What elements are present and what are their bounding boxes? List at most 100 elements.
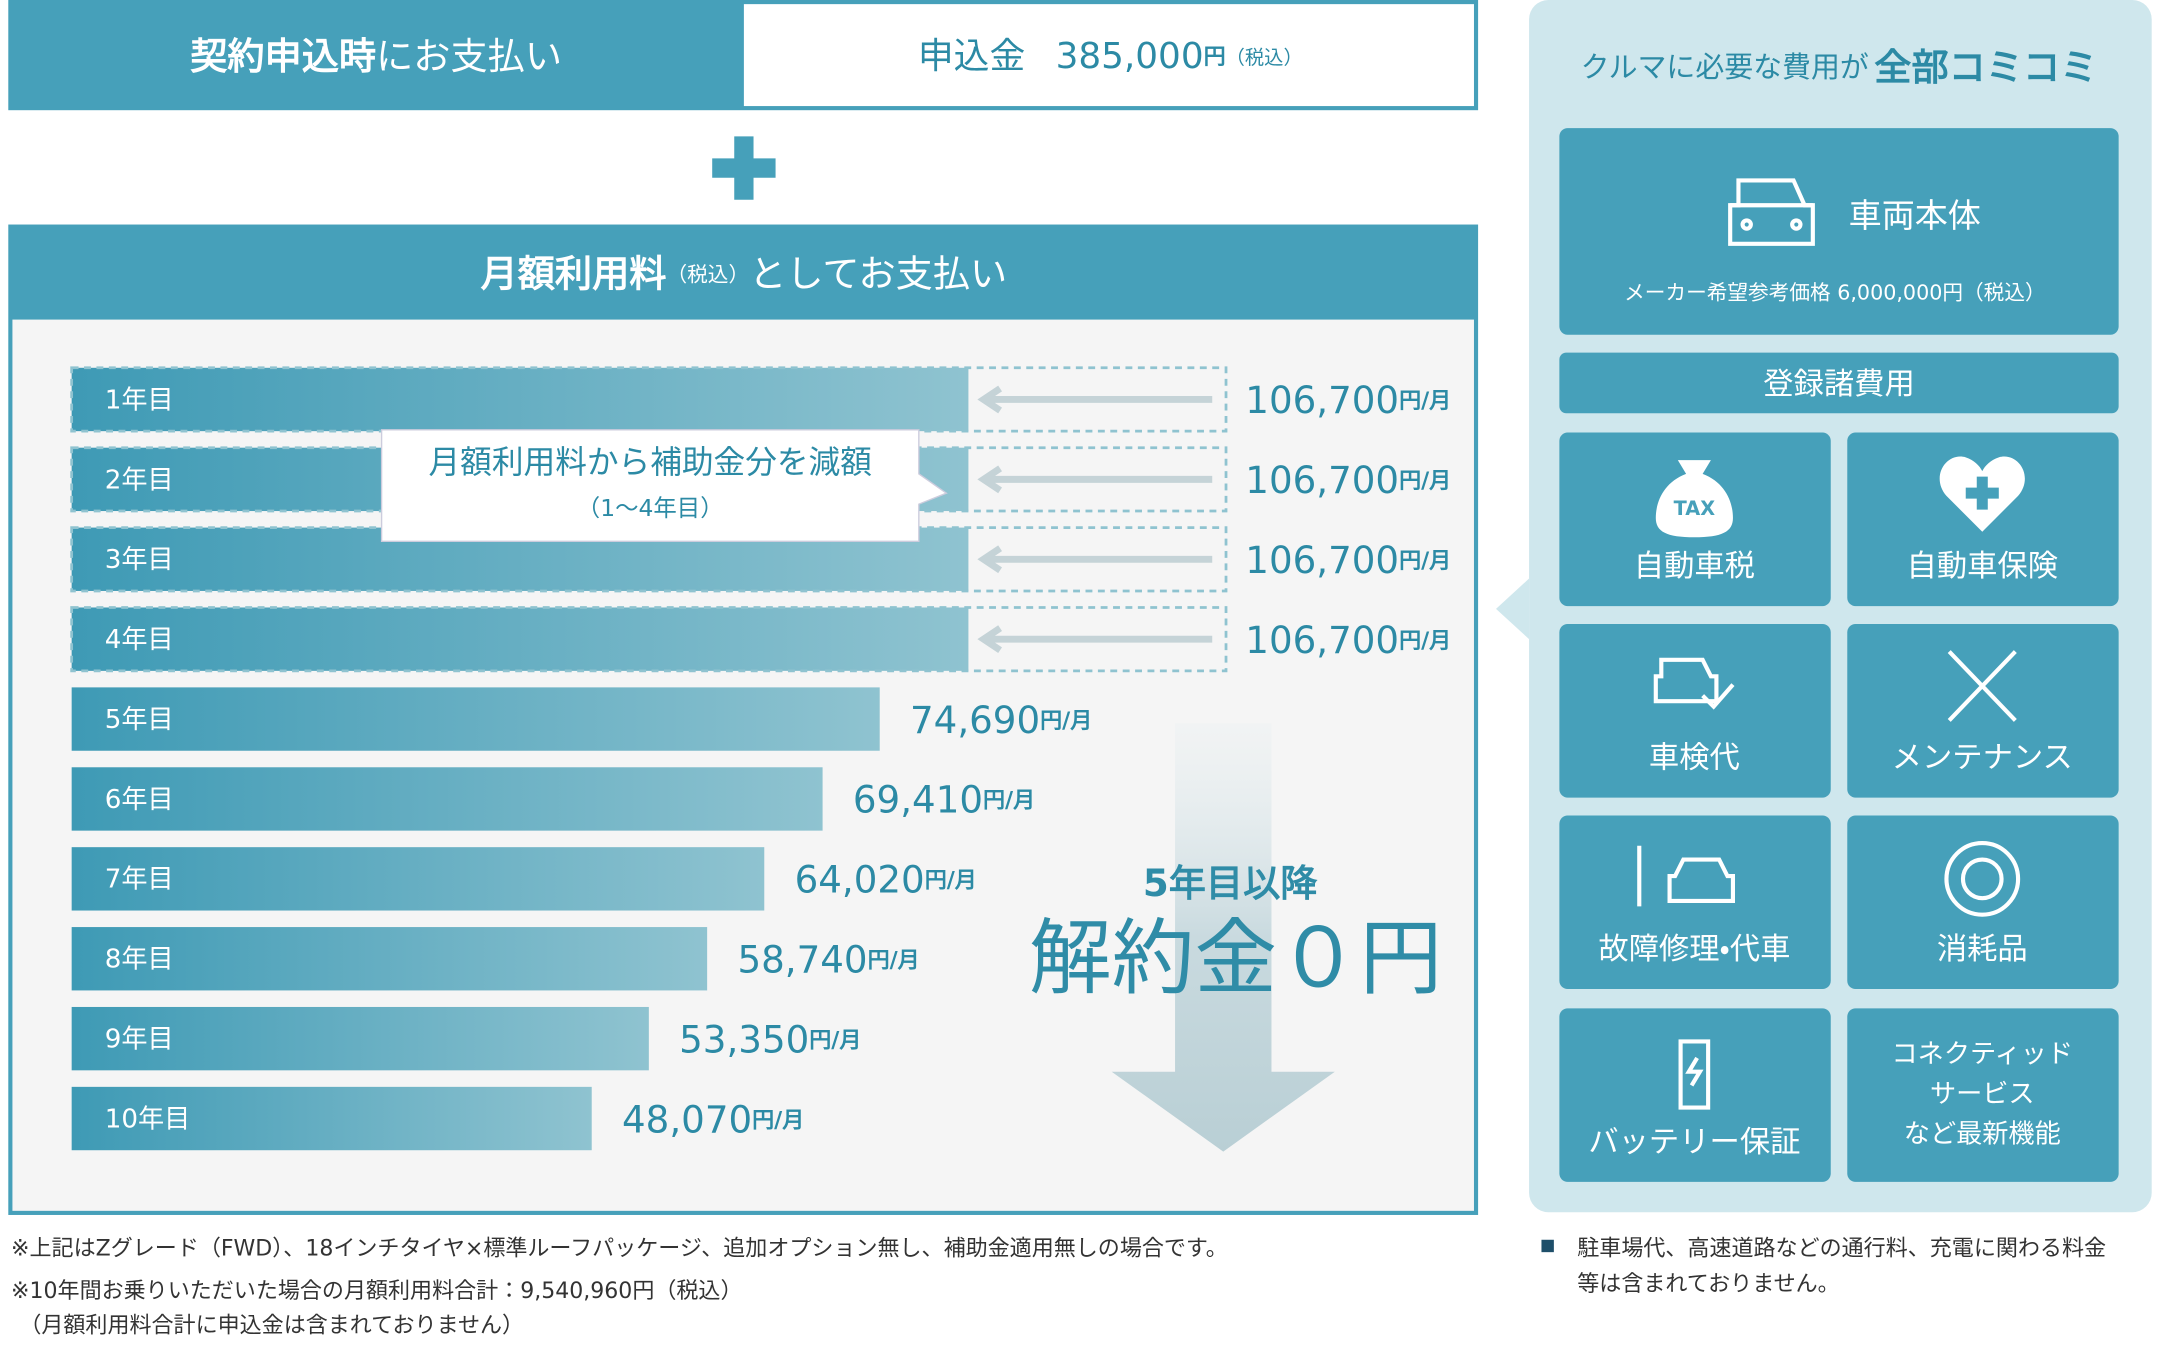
right-note: 駐車場代、高速道路などの通行料、充電に関わる料金: [1577, 1236, 2106, 1261]
icon: [1960, 857, 2004, 901]
category-label: 8年目: [105, 945, 174, 975]
card-label: バッテリー保証: [1588, 1125, 1800, 1160]
category-label: 1年目: [105, 385, 174, 415]
category-label: 6年目: [105, 785, 174, 815]
category-label: 7年目: [105, 865, 174, 895]
card-label: 故障修理・代車: [1598, 932, 1790, 967]
note: ※上記はZグレード（FWD）、18インチタイヤ×標準ルーフパッケージ、追加オプシ…: [11, 1236, 1228, 1261]
arrow: [977, 545, 1213, 574]
fee: 申込金 385,000円（税込）: [918, 36, 1303, 77]
value-label-group: 106,700円/月: [1245, 458, 1451, 502]
value-label-group: 106,700円/月: [1245, 617, 1451, 661]
value-label: 106,700: [1245, 458, 1399, 502]
icon: [1685, 1056, 1704, 1087]
value-label-group: 69,410円/月: [853, 777, 1035, 821]
vehicle-label: 車両本体: [1849, 196, 1981, 235]
icon: [1655, 460, 1733, 538]
card: [1559, 624, 1831, 798]
right-note: 等は含まれておりません。: [1577, 1272, 1839, 1297]
card-label: 自動車保険: [1907, 549, 2058, 584]
icon-text: TAX: [1674, 497, 1716, 520]
category-label: 2年目: [105, 465, 174, 495]
fee-tax: （税込）: [1226, 45, 1303, 68]
value-label: 106,700: [1245, 617, 1399, 661]
value-label-group: 74,690円/月: [910, 697, 1092, 741]
value-label-group: 106,700円/月: [1245, 538, 1451, 582]
card-label: メンテナンス: [1892, 741, 2073, 776]
bar: [71, 847, 765, 911]
upfront-bold: 契約申込時: [190, 33, 376, 77]
card: [1559, 1008, 1831, 1182]
note: ※10年間お乗りいただいた場合の月額利用料合計：9,540,960円（税込）: [11, 1279, 742, 1304]
value-label-group: 48,070円/月: [622, 1097, 804, 1141]
bar: [70, 366, 1228, 433]
card-label: など最新機能: [1904, 1120, 2061, 1150]
value-label-group: 106,700円/月: [1245, 378, 1451, 422]
annotation-large: 解約金０円: [1029, 911, 1442, 1007]
card-label: サービス: [1930, 1080, 2035, 1110]
category-label: 3年目: [105, 545, 174, 575]
icon: [1947, 650, 2017, 722]
category-label: 5年目: [105, 705, 174, 735]
unit-label: 円/月: [809, 1028, 861, 1053]
card-label: 車検代: [1649, 741, 1740, 776]
category-label: 4年目: [105, 625, 174, 655]
value-label-group: 53,350円/月: [679, 1017, 861, 1061]
unit-label: 円/月: [1399, 629, 1451, 654]
arrow: [977, 385, 1213, 414]
card-label: 自動車税: [1634, 549, 1755, 584]
bar: [71, 1086, 592, 1151]
included-title: クルマに必要な費用が 全部コミコミ: [1581, 44, 2098, 88]
fee-unit: 円: [1204, 45, 1226, 70]
card-label: 消耗品: [1937, 932, 2028, 967]
icon: [1965, 476, 1999, 510]
category-label: 9年目: [105, 1025, 174, 1055]
upfront-rest: にお支払い: [376, 33, 562, 77]
unit-label: 円/月: [1399, 469, 1451, 494]
included-title-bold: 全部コミコミ: [1874, 44, 2097, 88]
card: [1847, 1008, 2119, 1182]
note: （月額利用料合計に申込金は含まれておりません）: [19, 1314, 524, 1339]
arrow: [977, 465, 1213, 494]
monthly-title: 月額利用料（税込）としてお支払い: [481, 251, 1008, 295]
value-label: 74,690: [910, 697, 1040, 741]
vehicle-note: メーカー希望参考価格 6,000,000円（税込）: [1624, 280, 2046, 304]
value-label: 53,350: [679, 1017, 809, 1061]
card: [1847, 624, 2119, 798]
card-label: コネクティッド: [1892, 1040, 2074, 1070]
value-label-group: 64,020円/月: [795, 857, 977, 901]
unit-label: 円/月: [868, 949, 920, 974]
value-label: 58,740: [737, 937, 867, 981]
unit-label: 円/月: [752, 1108, 804, 1133]
category-label: 10年目: [105, 1104, 191, 1134]
arrow: [977, 625, 1213, 654]
unit-label: 円/月: [1399, 549, 1451, 574]
notes: ※上記はZグレード（FWD）、18インチタイヤ×標準ルーフパッケージ、追加オプシ…: [11, 1236, 2106, 1338]
upfront-header: 契約申込時にお支払い 申込金 385,000円（税込）: [8, 0, 1479, 111]
monthly-rest: としてお支払い: [749, 251, 1007, 295]
included-title-text: クルマに必要な費用が: [1581, 50, 1869, 84]
bar: [71, 767, 823, 831]
card: [1847, 815, 2119, 990]
bar-solid: [71, 607, 969, 671]
value-label: 69,410: [853, 777, 983, 821]
icon: [1944, 840, 2021, 917]
down-arrow: [1111, 723, 1335, 1152]
callout: 月額利用料から補助金分を減額 （1〜4年目）: [380, 429, 948, 543]
value-label: 64,020: [795, 857, 925, 901]
plus-icon: [712, 136, 776, 200]
bullet: [1541, 1239, 1554, 1253]
icon: [1701, 683, 1735, 710]
registration-label: 登録諸費用: [1763, 367, 1914, 402]
value-label: 106,700: [1245, 378, 1399, 422]
value-label: 106,700: [1245, 538, 1399, 582]
monthly-bold: 月額利用料: [481, 251, 667, 295]
fee-label: 申込金: [918, 36, 1025, 77]
value-label: 48,070: [622, 1097, 752, 1141]
icon: [1678, 1039, 1711, 1110]
unit-label: 円/月: [983, 789, 1035, 814]
bar-solid: [71, 367, 969, 432]
unit-label: 円/月: [1399, 389, 1451, 414]
